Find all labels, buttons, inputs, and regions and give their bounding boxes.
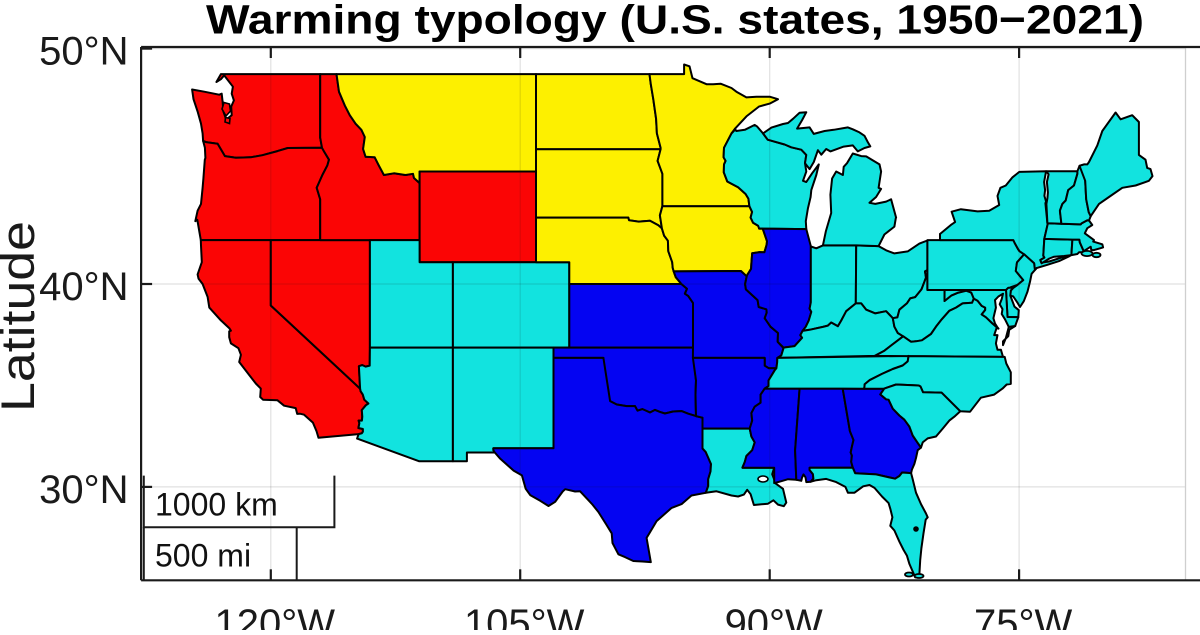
svg-text:Warming typology (U.S. states,: Warming typology (U.S. states, 1950−2021… (206, 0, 1144, 43)
svg-text:50°N: 50°N (39, 30, 128, 74)
svg-text:75°W: 75°W (974, 602, 1072, 630)
svg-text:120°W: 120°W (215, 602, 336, 630)
svg-text:30°N: 30°N (39, 468, 128, 512)
svg-text:40°N: 40°N (39, 265, 128, 309)
svg-text:90°W: 90°W (725, 602, 823, 630)
svg-text:1000 km: 1000 km (155, 487, 278, 523)
svg-text:105°W: 105°W (464, 602, 585, 630)
svg-text:Latitude: Latitude (0, 221, 45, 412)
svg-text:500 mi: 500 mi (155, 538, 251, 574)
